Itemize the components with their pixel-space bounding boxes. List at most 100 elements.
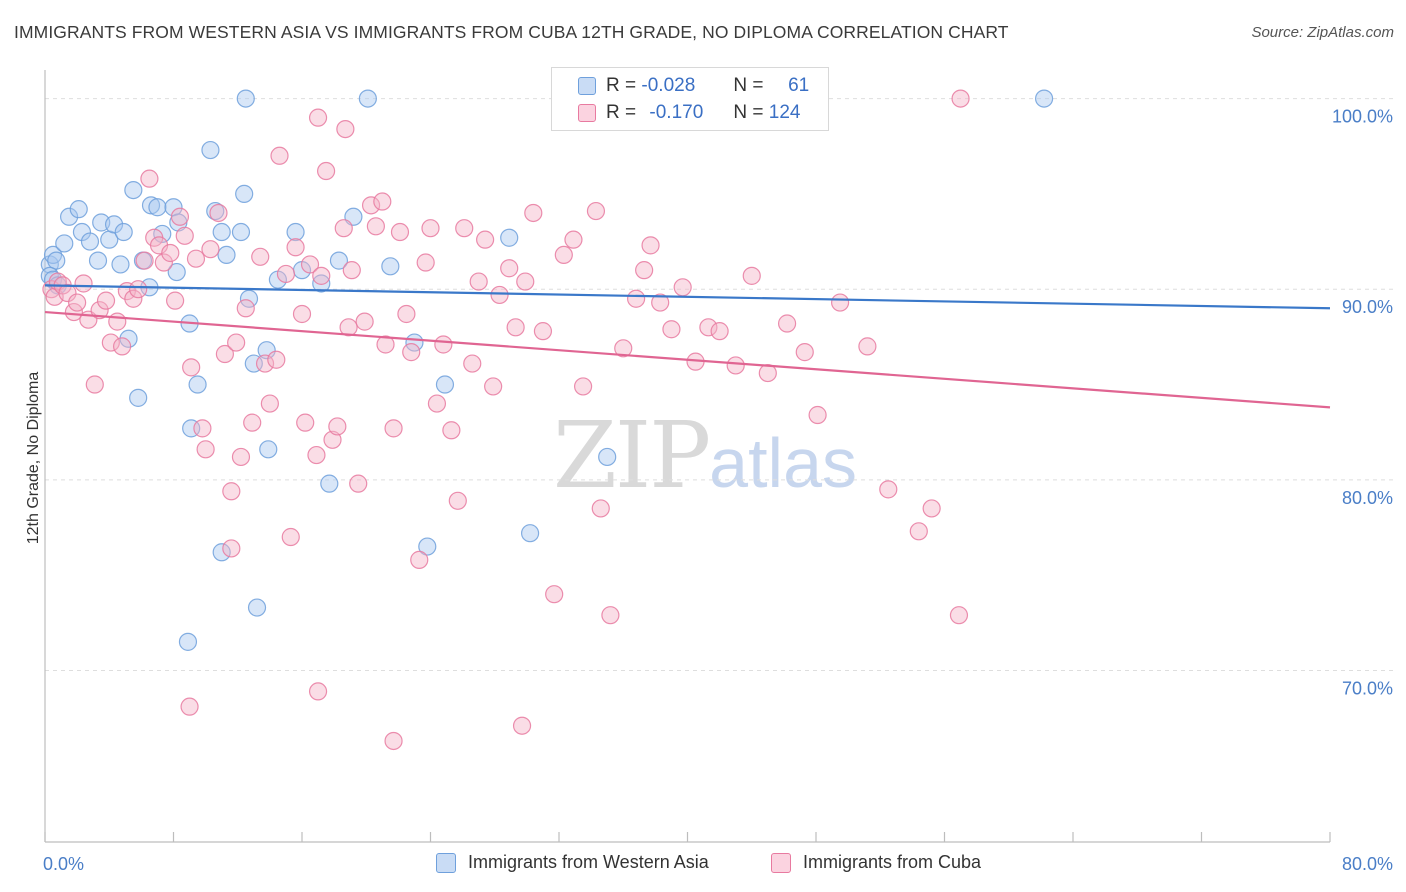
cuba-point	[662, 320, 681, 339]
cuba-point	[227, 333, 246, 352]
series-legend-label: Immigrants from Western Asia	[468, 852, 709, 872]
cuba-point	[276, 264, 296, 284]
cuba-point	[292, 304, 312, 324]
cuba-point	[484, 377, 503, 396]
cuba-point	[795, 343, 814, 362]
western-asia-point	[212, 222, 231, 242]
cuba-point	[500, 259, 519, 278]
trend-lines	[44, 284, 1331, 409]
cuba-point	[442, 421, 461, 440]
cuba-point	[879, 480, 898, 499]
cuba-point	[323, 430, 342, 449]
cuba-point	[516, 272, 535, 291]
cuba-trend-line	[44, 310, 1331, 409]
cuba-point	[96, 291, 116, 310]
cuba-point	[476, 230, 495, 249]
cuba-point	[858, 337, 877, 356]
series-legend-swatch-cuba	[771, 852, 791, 873]
cuba-point	[182, 358, 201, 377]
western-asia-point	[178, 632, 198, 651]
cuba-point	[124, 289, 143, 308]
cuba-point	[316, 161, 336, 181]
cuba-point	[586, 201, 606, 221]
chart-title: IMMIGRANTS FROM WESTERN ASIA VS IMMIGRAN…	[14, 22, 1009, 42]
western-asia-point	[206, 201, 225, 221]
cuba-point	[951, 89, 970, 108]
western-asia-point	[80, 232, 100, 251]
legend-r-value: -0.170	[649, 102, 704, 123]
cuba-point	[524, 203, 543, 223]
western-asia-point	[381, 257, 400, 276]
cuba-point	[336, 119, 355, 139]
cuba-point	[90, 301, 109, 320]
western-asia-point	[257, 341, 276, 360]
western-asia-point	[312, 274, 331, 293]
cuba-point	[281, 527, 300, 547]
cuba-point	[193, 419, 212, 438]
cuba-point	[101, 333, 120, 352]
western-asia-point	[141, 196, 161, 215]
western-asia-point	[329, 251, 349, 270]
western-asia-point	[236, 89, 255, 108]
y-tick-label: 80.0%	[1342, 488, 1393, 508]
cuba-point	[222, 539, 241, 558]
cuba-point	[573, 377, 593, 396]
cuba-point	[416, 253, 435, 272]
watermark-zip: ZIP	[553, 402, 711, 509]
western-asia-point	[43, 245, 63, 264]
cuba-point	[166, 291, 185, 310]
cuba-point	[591, 499, 610, 518]
x-tick-label: 0.0%	[43, 854, 84, 874]
cuba-point	[129, 280, 148, 299]
western-asia-point	[124, 180, 143, 200]
western-asia-point	[104, 215, 124, 234]
cuba-point	[68, 293, 87, 312]
western-asia-point	[114, 222, 133, 242]
western-asia-point	[212, 543, 231, 562]
cuba-point	[108, 312, 127, 331]
cuba-point	[58, 283, 77, 303]
legend-row-western-asia: R = -0.028 N = 61	[578, 73, 809, 99]
western-asia-point	[201, 140, 220, 160]
cuba-point	[209, 203, 228, 223]
cuba-point	[490, 285, 509, 305]
y-axis-label: 12th Grade, No Diploma	[25, 372, 42, 545]
cuba-point	[231, 447, 251, 467]
western-asia-point	[69, 200, 88, 219]
cuba-point	[267, 350, 286, 369]
western-asia-point	[247, 598, 267, 617]
legend-r-value: -0.028	[641, 75, 696, 96]
cuba-point	[545, 585, 564, 604]
legend-swatch-cuba	[578, 104, 596, 122]
cuba-point	[270, 146, 289, 165]
western-asia-point	[235, 184, 254, 204]
cuba-point	[922, 499, 941, 518]
western-asia-point	[320, 474, 339, 493]
cuba-point	[196, 440, 215, 459]
western-asia-point	[598, 447, 617, 467]
grid-lines	[45, 98, 1395, 671]
cuba-point	[777, 314, 797, 333]
western-asia-point	[111, 255, 130, 274]
cuba-point	[384, 419, 403, 438]
cuba-point	[512, 716, 532, 735]
cuba-point	[635, 261, 654, 280]
x-tick-label: 80.0%	[1342, 854, 1393, 874]
cuba-point	[808, 405, 827, 425]
cuba-point	[135, 251, 154, 270]
cuba-point	[626, 289, 646, 308]
cuba-point	[949, 606, 969, 625]
cuba-point	[296, 413, 315, 432]
stats-legend: R = -0.028 N = 61 R = -0.170 N = 124	[551, 67, 829, 131]
cuba-point	[448, 491, 467, 510]
western-asia-point	[286, 222, 305, 242]
cuba-point	[651, 293, 670, 312]
cuba-point	[154, 253, 173, 272]
cuba-point	[427, 394, 447, 413]
cuba-point	[74, 274, 93, 293]
cuba-point	[361, 196, 381, 215]
cuba-point	[140, 169, 159, 188]
western-asia-trend-line	[44, 284, 1331, 310]
cuba-point	[308, 108, 328, 127]
cuba-point	[339, 318, 358, 337]
